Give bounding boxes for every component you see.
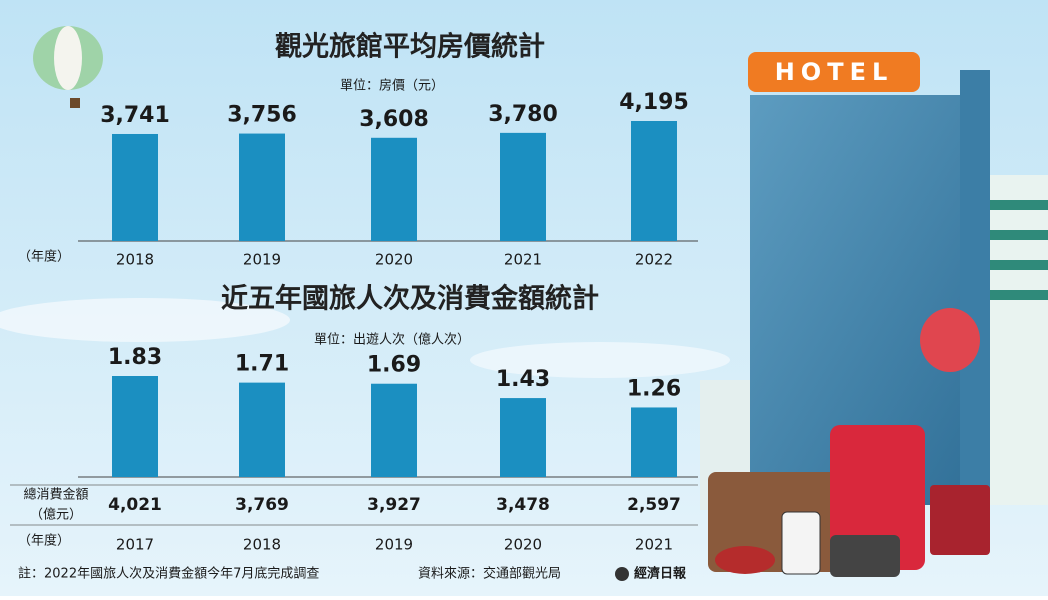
x-axis-label: （年度） [18, 533, 70, 549]
building-stripe [988, 230, 1048, 240]
x-tick-label: 2021 [635, 536, 673, 554]
x-tick-label: 2022 [635, 251, 673, 269]
chart-subtitle: 單位：房價（元） [340, 78, 444, 94]
x-tick-label: 2019 [243, 251, 281, 269]
bar [239, 382, 285, 477]
passport [930, 485, 990, 555]
building-stripe [988, 260, 1048, 270]
camera [830, 535, 900, 577]
x-tick-label: 2019 [375, 536, 413, 554]
x-tick-label: 2021 [504, 251, 542, 269]
balloon-basket [70, 98, 80, 108]
building-stripe [988, 200, 1048, 210]
row-label: （億元） [30, 507, 82, 523]
bar [371, 383, 417, 477]
value-label: 3,741 [100, 103, 170, 128]
value-label: 3,780 [488, 102, 558, 127]
row-value: 4,021 [108, 495, 162, 515]
hotel-sign-text: HOTEL [775, 58, 894, 86]
building-tower [960, 70, 990, 505]
value-label: 1.71 [235, 352, 289, 377]
value-label: 1.69 [367, 353, 421, 378]
chart-title: 觀光旅館平均房價統計 [275, 31, 545, 63]
value-label: 1.43 [496, 367, 550, 392]
chart-subtitle: 單位：出遊人次（億人次） [314, 332, 470, 348]
bar [112, 376, 158, 477]
value-label: 4,195 [619, 90, 689, 115]
hotel-sign [748, 52, 920, 92]
x-tick-label: 2018 [243, 536, 281, 554]
bar [631, 407, 677, 477]
bar [500, 132, 546, 241]
x-axis-label: （年度） [18, 249, 70, 265]
bar [371, 137, 417, 241]
row-value: 3,769 [235, 495, 289, 515]
row-value: 3,478 [496, 495, 550, 515]
bar [631, 121, 677, 241]
sunglasses [715, 546, 775, 574]
phone [781, 511, 821, 575]
row-label: 總消費金額 [23, 487, 88, 503]
value-label: 1.26 [627, 376, 681, 401]
row-value: 3,927 [367, 495, 421, 515]
x-tick-label: 2020 [375, 251, 413, 269]
footnote: 註：2022年國旅人次及消費金額今年7月底完成調查 [18, 566, 319, 582]
chart-title: 近五年國旅人次及消費金額統計 [221, 283, 599, 315]
balloon [33, 26, 103, 108]
value-label: 3,756 [227, 103, 297, 128]
cloud [470, 342, 730, 378]
building-side [988, 175, 1048, 505]
suitcase [830, 425, 925, 570]
value-label: 3,608 [359, 107, 429, 132]
hotel-building: HOTEL [700, 52, 1048, 510]
bar [500, 398, 546, 477]
building-stripe [988, 290, 1048, 300]
bar [239, 133, 285, 241]
source: 資料來源：交通部觀光局 [418, 566, 561, 582]
x-tick-label: 2020 [504, 536, 542, 554]
bar [112, 133, 158, 241]
x-tick-label: 2017 [116, 536, 154, 554]
balloon-red [920, 308, 980, 372]
x-tick-label: 2018 [116, 251, 154, 269]
logo-icon [615, 567, 629, 581]
row-value: 2,597 [627, 495, 681, 515]
balloon-stripe [54, 26, 82, 90]
cloud [0, 298, 290, 342]
luggage [708, 308, 990, 577]
logo: 經濟日報 [634, 566, 687, 582]
value-label: 1.83 [108, 345, 162, 370]
